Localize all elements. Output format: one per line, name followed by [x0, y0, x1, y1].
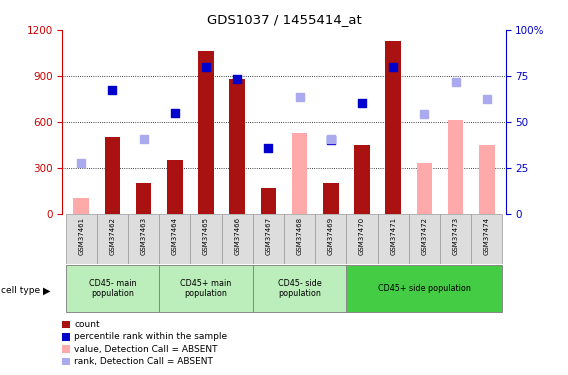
- Point: [451, 79, 460, 85]
- Text: CD45- side
population: CD45- side population: [278, 279, 321, 298]
- Text: GSM37464: GSM37464: [172, 217, 178, 255]
- Text: GSM37470: GSM37470: [359, 217, 365, 255]
- Bar: [416, 163, 432, 214]
- Text: GSM37469: GSM37469: [328, 217, 334, 255]
- Text: value, Detection Call = ABSENT: value, Detection Call = ABSENT: [74, 345, 218, 354]
- FancyBboxPatch shape: [190, 214, 222, 264]
- Point: [264, 145, 273, 151]
- Text: rank, Detection Call = ABSENT: rank, Detection Call = ABSENT: [74, 357, 213, 366]
- Point: [233, 76, 242, 82]
- FancyBboxPatch shape: [315, 214, 346, 264]
- Bar: [479, 145, 495, 214]
- FancyBboxPatch shape: [97, 214, 128, 264]
- FancyBboxPatch shape: [128, 214, 159, 264]
- Text: percentile rank within the sample: percentile rank within the sample: [74, 332, 228, 341]
- Bar: [229, 79, 245, 214]
- FancyBboxPatch shape: [159, 266, 253, 312]
- Bar: [167, 160, 182, 214]
- FancyBboxPatch shape: [253, 266, 346, 312]
- Bar: [105, 137, 120, 214]
- Text: count: count: [74, 320, 100, 329]
- Point: [295, 94, 304, 100]
- FancyBboxPatch shape: [378, 214, 409, 264]
- FancyBboxPatch shape: [253, 214, 284, 264]
- Text: GSM37471: GSM37471: [390, 217, 396, 255]
- Point: [326, 136, 335, 142]
- FancyBboxPatch shape: [346, 214, 378, 264]
- Text: GDS1037 / 1455414_at: GDS1037 / 1455414_at: [207, 13, 361, 26]
- Point: [420, 111, 429, 117]
- Text: GSM37463: GSM37463: [141, 217, 147, 255]
- Text: CD45- main
population: CD45- main population: [89, 279, 136, 298]
- Text: GSM37462: GSM37462: [110, 217, 115, 255]
- Bar: [261, 188, 276, 214]
- Point: [482, 96, 491, 102]
- FancyBboxPatch shape: [346, 266, 503, 312]
- Point: [357, 100, 366, 106]
- Bar: [136, 183, 152, 214]
- Text: cell type: cell type: [1, 286, 40, 295]
- Text: GSM37473: GSM37473: [453, 217, 458, 255]
- Text: GSM37461: GSM37461: [78, 217, 84, 255]
- FancyBboxPatch shape: [222, 214, 253, 264]
- Text: GSM37472: GSM37472: [421, 217, 427, 255]
- Text: CD45+ side population: CD45+ side population: [378, 284, 471, 293]
- Text: ▶: ▶: [43, 286, 51, 296]
- Bar: [323, 183, 339, 214]
- Point: [139, 136, 148, 142]
- Bar: [292, 133, 307, 214]
- Text: GSM37474: GSM37474: [484, 217, 490, 255]
- FancyBboxPatch shape: [284, 214, 315, 264]
- Point: [326, 137, 335, 143]
- FancyBboxPatch shape: [440, 214, 471, 264]
- Text: CD45+ main
population: CD45+ main population: [181, 279, 232, 298]
- Point: [170, 110, 179, 116]
- FancyBboxPatch shape: [66, 214, 97, 264]
- Text: GSM37467: GSM37467: [265, 217, 272, 255]
- Text: GSM37468: GSM37468: [296, 217, 303, 255]
- Point: [202, 64, 211, 70]
- FancyBboxPatch shape: [65, 266, 159, 312]
- FancyBboxPatch shape: [471, 214, 502, 264]
- Bar: [354, 145, 370, 214]
- FancyBboxPatch shape: [159, 214, 190, 264]
- Point: [389, 64, 398, 70]
- Text: GSM37466: GSM37466: [234, 217, 240, 255]
- Bar: [448, 120, 463, 214]
- Bar: [386, 41, 401, 214]
- Point: [108, 87, 117, 93]
- FancyBboxPatch shape: [409, 214, 440, 264]
- Point: [77, 160, 86, 166]
- Bar: [198, 51, 214, 214]
- Bar: [73, 198, 89, 214]
- Text: GSM37465: GSM37465: [203, 217, 209, 255]
